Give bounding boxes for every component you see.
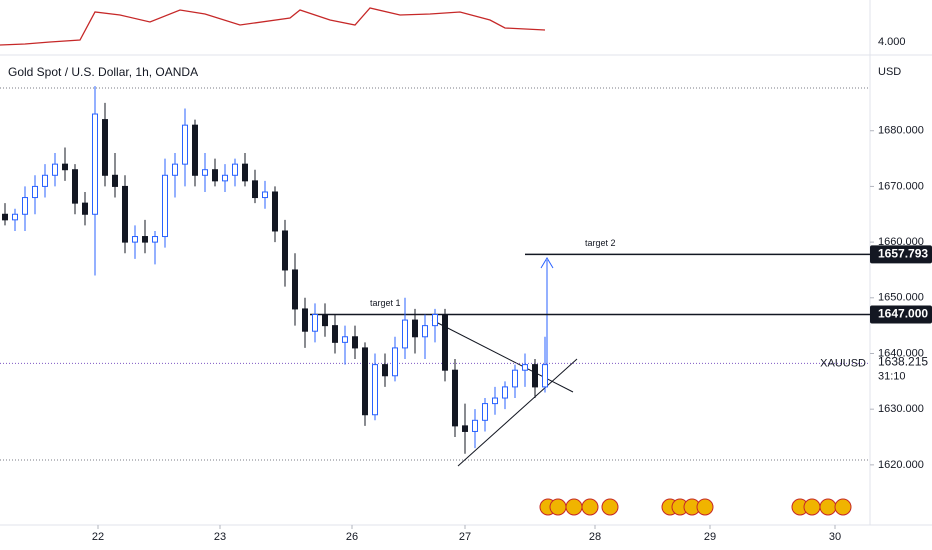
candle-body: [352, 336, 358, 349]
candle-body: [252, 180, 258, 199]
candle-body: [222, 174, 228, 182]
arrow-head: [540, 257, 554, 269]
candle-body: [182, 124, 188, 165]
candle-body: [82, 202, 88, 215]
trend-line: [431, 319, 574, 393]
candle-body: [22, 197, 28, 215]
candle-body: [262, 191, 268, 199]
x-tick-label: 27: [459, 531, 471, 543]
candle-body: [2, 213, 8, 221]
candle-body: [232, 163, 238, 176]
candle-body: [92, 113, 98, 215]
candle-body: [42, 174, 48, 187]
candle-body: [152, 236, 158, 243]
candle-body: [292, 269, 298, 310]
candle-body: [192, 124, 198, 176]
candle-body: [392, 347, 398, 377]
indicator-line: [0, 7, 546, 46]
candle-body: [242, 163, 248, 182]
candle-body: [212, 169, 218, 182]
candle-body: [282, 230, 288, 271]
candle-body: [452, 369, 458, 427]
candle-body: [432, 314, 438, 327]
trend-line: [457, 358, 578, 467]
candle-body: [12, 213, 18, 221]
candle-body: [62, 163, 68, 171]
y-tick-label: 1650.000: [878, 292, 924, 304]
candle-body: [302, 308, 308, 332]
x-tick-label: 22: [92, 531, 104, 543]
candle-body: [402, 319, 408, 349]
y-tick-label: 1670.000: [878, 180, 924, 192]
candle-body: [142, 236, 148, 243]
candle-body: [132, 236, 138, 243]
target-price-label: 1657.793: [878, 247, 928, 261]
chart-title: Gold Spot / U.S. Dollar, 1h, OANDA: [8, 65, 198, 79]
candle-body: [322, 314, 328, 327]
candle-body: [312, 314, 318, 332]
target-name: target 1: [370, 298, 401, 308]
candle-body: [442, 314, 448, 371]
candle-body: [52, 163, 58, 176]
candle-body: [522, 364, 528, 371]
x-tick-label: 29: [704, 531, 716, 543]
candle-body: [422, 325, 428, 338]
candle-body: [162, 174, 168, 238]
y-tick-label: 1660.000: [878, 236, 924, 248]
x-tick-label: 28: [589, 531, 601, 543]
target-name: target 2: [585, 238, 616, 248]
candle-body: [102, 119, 108, 176]
candle-body: [532, 364, 538, 388]
candle-body: [72, 169, 78, 204]
candle-body: [542, 364, 548, 388]
candle-body: [372, 364, 378, 416]
candle-body: [492, 397, 498, 405]
symbol-label: XAUUSD: [820, 357, 866, 369]
x-tick-label: 30: [829, 531, 841, 543]
candle-body: [462, 425, 468, 432]
x-tick-label: 23: [214, 531, 226, 543]
candle-body: [512, 369, 518, 388]
candle-body: [272, 191, 278, 232]
candle-body: [172, 163, 178, 176]
y-tick-label: 1620.000: [878, 459, 924, 471]
candle-body: [502, 386, 508, 399]
target-price-label: 1647.000: [878, 307, 928, 321]
x-tick-label: 26: [346, 531, 358, 543]
currency: USD: [878, 66, 901, 78]
candle-body: [202, 169, 208, 176]
candle-body: [32, 185, 38, 199]
candle-body: [362, 347, 368, 416]
countdown: 31:10: [878, 370, 906, 382]
indicator-tick-label: 4.000: [878, 36, 906, 48]
candle-body: [482, 403, 488, 421]
candle-body: [472, 419, 478, 432]
candle-body: [122, 185, 128, 243]
y-tick-label: 1640.000: [878, 347, 924, 359]
candle-body: [112, 174, 118, 187]
last-price-label: 1638.215: [878, 355, 928, 369]
y-tick-label: 1630.000: [878, 403, 924, 415]
price-label-box: [870, 245, 932, 264]
candle-body: [342, 336, 348, 343]
candle-body: [382, 364, 388, 377]
price-label-box: [870, 305, 932, 324]
candle-body: [332, 325, 338, 343]
y-tick-label: 1680.000: [878, 125, 924, 137]
candle-body: [412, 319, 418, 338]
event-icons: [539, 498, 852, 516]
